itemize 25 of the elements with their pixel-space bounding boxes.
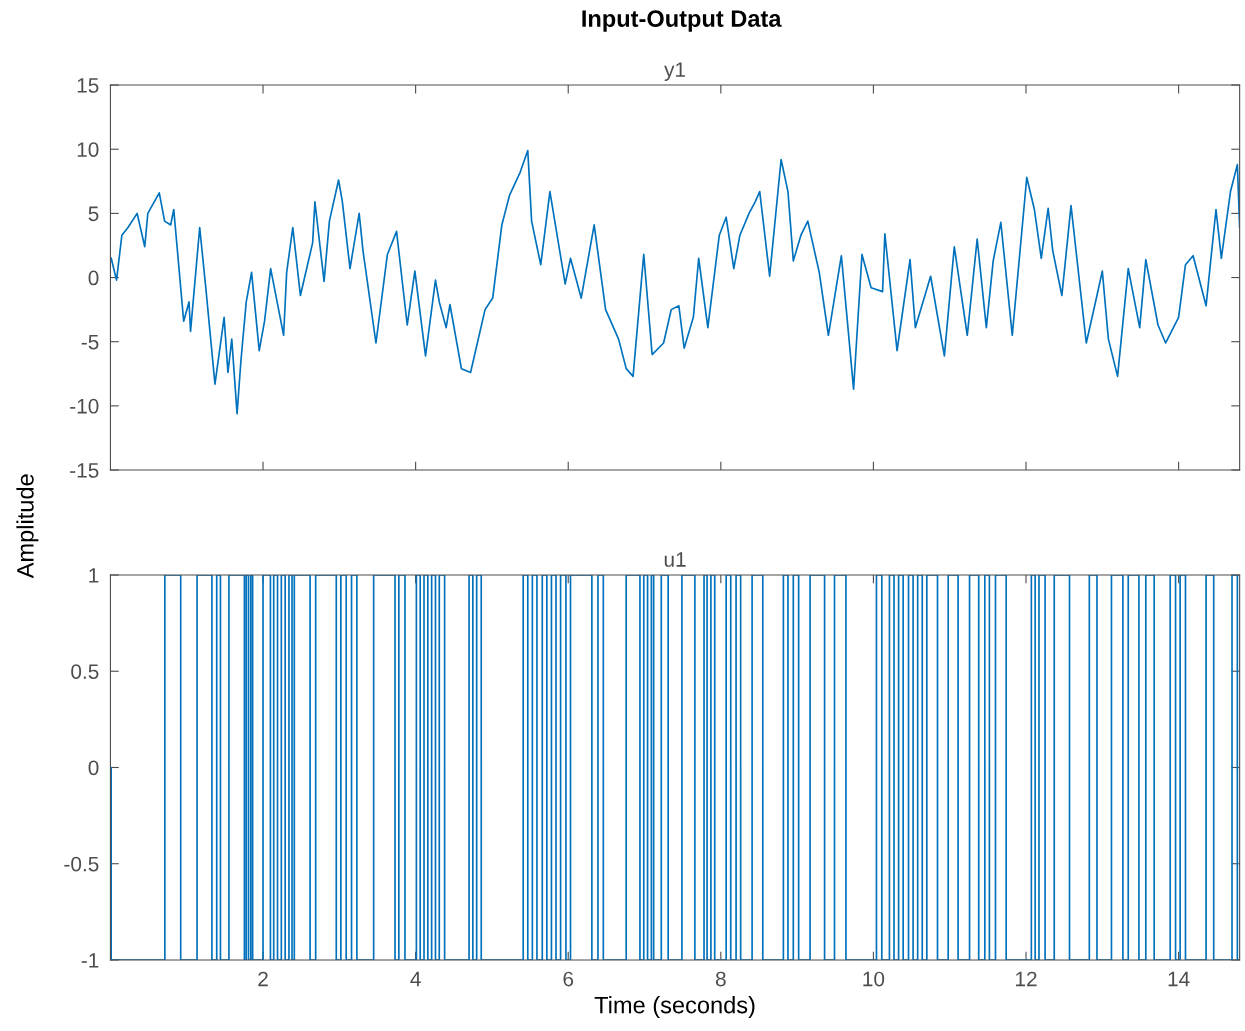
y-tick-label: 15 (77, 78, 99, 93)
y-tick-label: -0.5 (64, 856, 99, 872)
x-tick-label: 10 (863, 971, 885, 987)
x-tick-label: 12 (1016, 971, 1037, 987)
x-tick-label: 8 (715, 971, 726, 987)
y-tick-label: 1 (89, 568, 99, 583)
y-tick-label: -5 (81, 334, 99, 350)
chart-title: u1 (664, 552, 686, 567)
chart-subtitle: y1 (664, 62, 686, 82)
x-tick-label: 6 (563, 971, 574, 987)
y-axis-title: Amplitude (16, 474, 39, 579)
y-tick-label: 0 (88, 270, 99, 286)
x-tick-label: 2 (258, 971, 268, 987)
y-tick-label: -15 (70, 463, 99, 478)
x-tick-label: 4 (410, 971, 421, 987)
y-tick-label: 0.5 (71, 664, 99, 679)
line-series (110, 149, 1240, 415)
y-tick-label: -1 (81, 953, 99, 968)
x-tick-label: 14 (1168, 971, 1190, 987)
y-tick-label: 0 (88, 760, 99, 776)
y-tick-label: 5 (88, 206, 99, 222)
x-axis-title: Time (seconds) (594, 996, 755, 1019)
y-tick-label: 10 (77, 142, 99, 157)
y-tick-label: -10 (70, 398, 99, 414)
chart-title: Input-Output Data (582, 10, 782, 32)
